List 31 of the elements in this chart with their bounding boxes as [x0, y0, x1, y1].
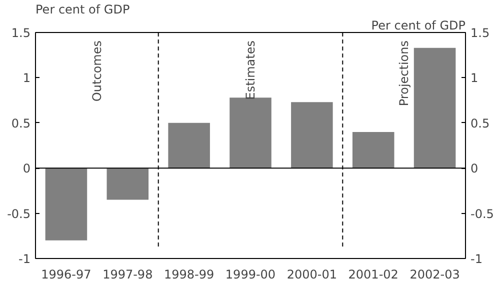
x-tick-label: 1997-98 [102, 268, 153, 282]
y-tick-label: 0.5 [11, 116, 31, 130]
x-tick-label: 1999-00 [225, 268, 276, 282]
y-tick-label: 0 [22, 162, 31, 176]
y2-tick-label: -0.5 [470, 206, 494, 221]
y-axis-title: Per cent of GDP [36, 2, 130, 16]
x-tick-label: 2001-02 [348, 268, 398, 282]
y2-tick-label: 1 [470, 71, 478, 86]
y-tick-label: 1 [22, 71, 31, 86]
bar [414, 48, 456, 168]
bar [45, 168, 88, 240]
y2-tick-label: 0.5 [470, 116, 490, 130]
y2-tick-label: -1 [470, 252, 482, 266]
x-tick-label: 2000-01 [286, 268, 337, 282]
y-tick-label: 1.5 [11, 26, 31, 40]
x-tick-label: 1998-99 [164, 268, 214, 282]
y-tick-label: -1 [18, 252, 31, 266]
x-tick-label: 1996-97 [41, 268, 92, 282]
bar [168, 122, 210, 168]
bar [352, 132, 394, 168]
annotation: Outcomes [90, 40, 104, 102]
y2-axis-title: Per cent of GDP [371, 18, 466, 32]
annotation: Estimates [244, 40, 258, 100]
x-tick-label: 2002-03 [410, 268, 460, 282]
y-tick-label: -0.5 [7, 206, 31, 221]
y2-tick-label: 0 [470, 162, 478, 176]
y2-tick-label: 1.5 [470, 26, 490, 40]
annotation: Projections [397, 40, 412, 106]
bar [291, 102, 333, 168]
bar [230, 98, 272, 168]
bar [106, 168, 149, 200]
